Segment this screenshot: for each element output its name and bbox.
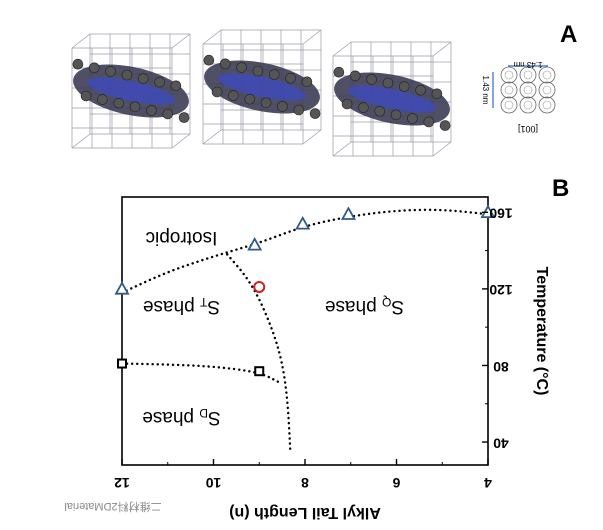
phase-region-label: Isotropic	[146, 227, 218, 248]
packing-cube	[332, 41, 452, 157]
panel-a: A 1.43 nm 1.43 nm [001]	[71, 21, 577, 157]
panel-a-label: A	[560, 21, 577, 48]
x-axis-label: Alkyl Tail Length (n)	[229, 504, 381, 521]
packing-cube	[202, 29, 322, 145]
phase-region-label: ST phase	[143, 295, 220, 317]
watermark: 二维材料2DMaterial	[64, 500, 161, 514]
phase-region-label: SQ phase	[325, 295, 404, 317]
phase-boundaries	[120, 208, 490, 453]
unit-cell-dim-vertical: 1.43 nm	[481, 76, 490, 105]
unit-cell-axis-label: [001]	[518, 124, 538, 134]
x-tick-label: 12	[114, 475, 130, 491]
x-tick-label: 10	[206, 475, 222, 491]
phase-region-label: SD phase	[142, 406, 220, 428]
phase-boundary	[226, 253, 292, 453]
molecular-packing-cubes	[71, 29, 452, 157]
data-markers	[114, 204, 496, 377]
unit-cell-diagram	[492, 65, 556, 114]
unit-cell-dim-horizontal: 1.43 nm	[513, 60, 542, 69]
y-axis-ticks: 40 80 120 160	[482, 206, 513, 451]
packing-cube	[71, 33, 191, 149]
square-marker	[254, 366, 265, 377]
y-tick-label: 80	[493, 359, 509, 375]
square-marker	[117, 358, 127, 369]
panel-b-label: B	[552, 175, 569, 202]
panel-b: B Isotropic ST phase SD phase SQ phase 12 10…	[114, 175, 569, 521]
y-tick-label: 120	[489, 282, 513, 298]
x-tick-label: 6	[392, 475, 400, 491]
triangle-marker	[295, 215, 311, 230]
triangle-marker	[247, 237, 263, 251]
phase-region-labels: Isotropic ST phase SD phase SQ phase	[142, 227, 404, 428]
triangle-marker	[114, 281, 130, 295]
y-tick-label: 160	[489, 206, 513, 222]
x-tick-label: 8	[301, 475, 309, 491]
circle-marker	[253, 280, 266, 293]
x-axis-ticks: 12 10 8 6 4	[114, 459, 492, 491]
y-axis-label: Temperature (°C)	[533, 267, 550, 396]
triangle-marker	[340, 206, 356, 220]
x-tick-label: 4	[484, 475, 492, 491]
y-tick-label: 40	[493, 435, 509, 451]
phase-boundary	[120, 208, 490, 294]
